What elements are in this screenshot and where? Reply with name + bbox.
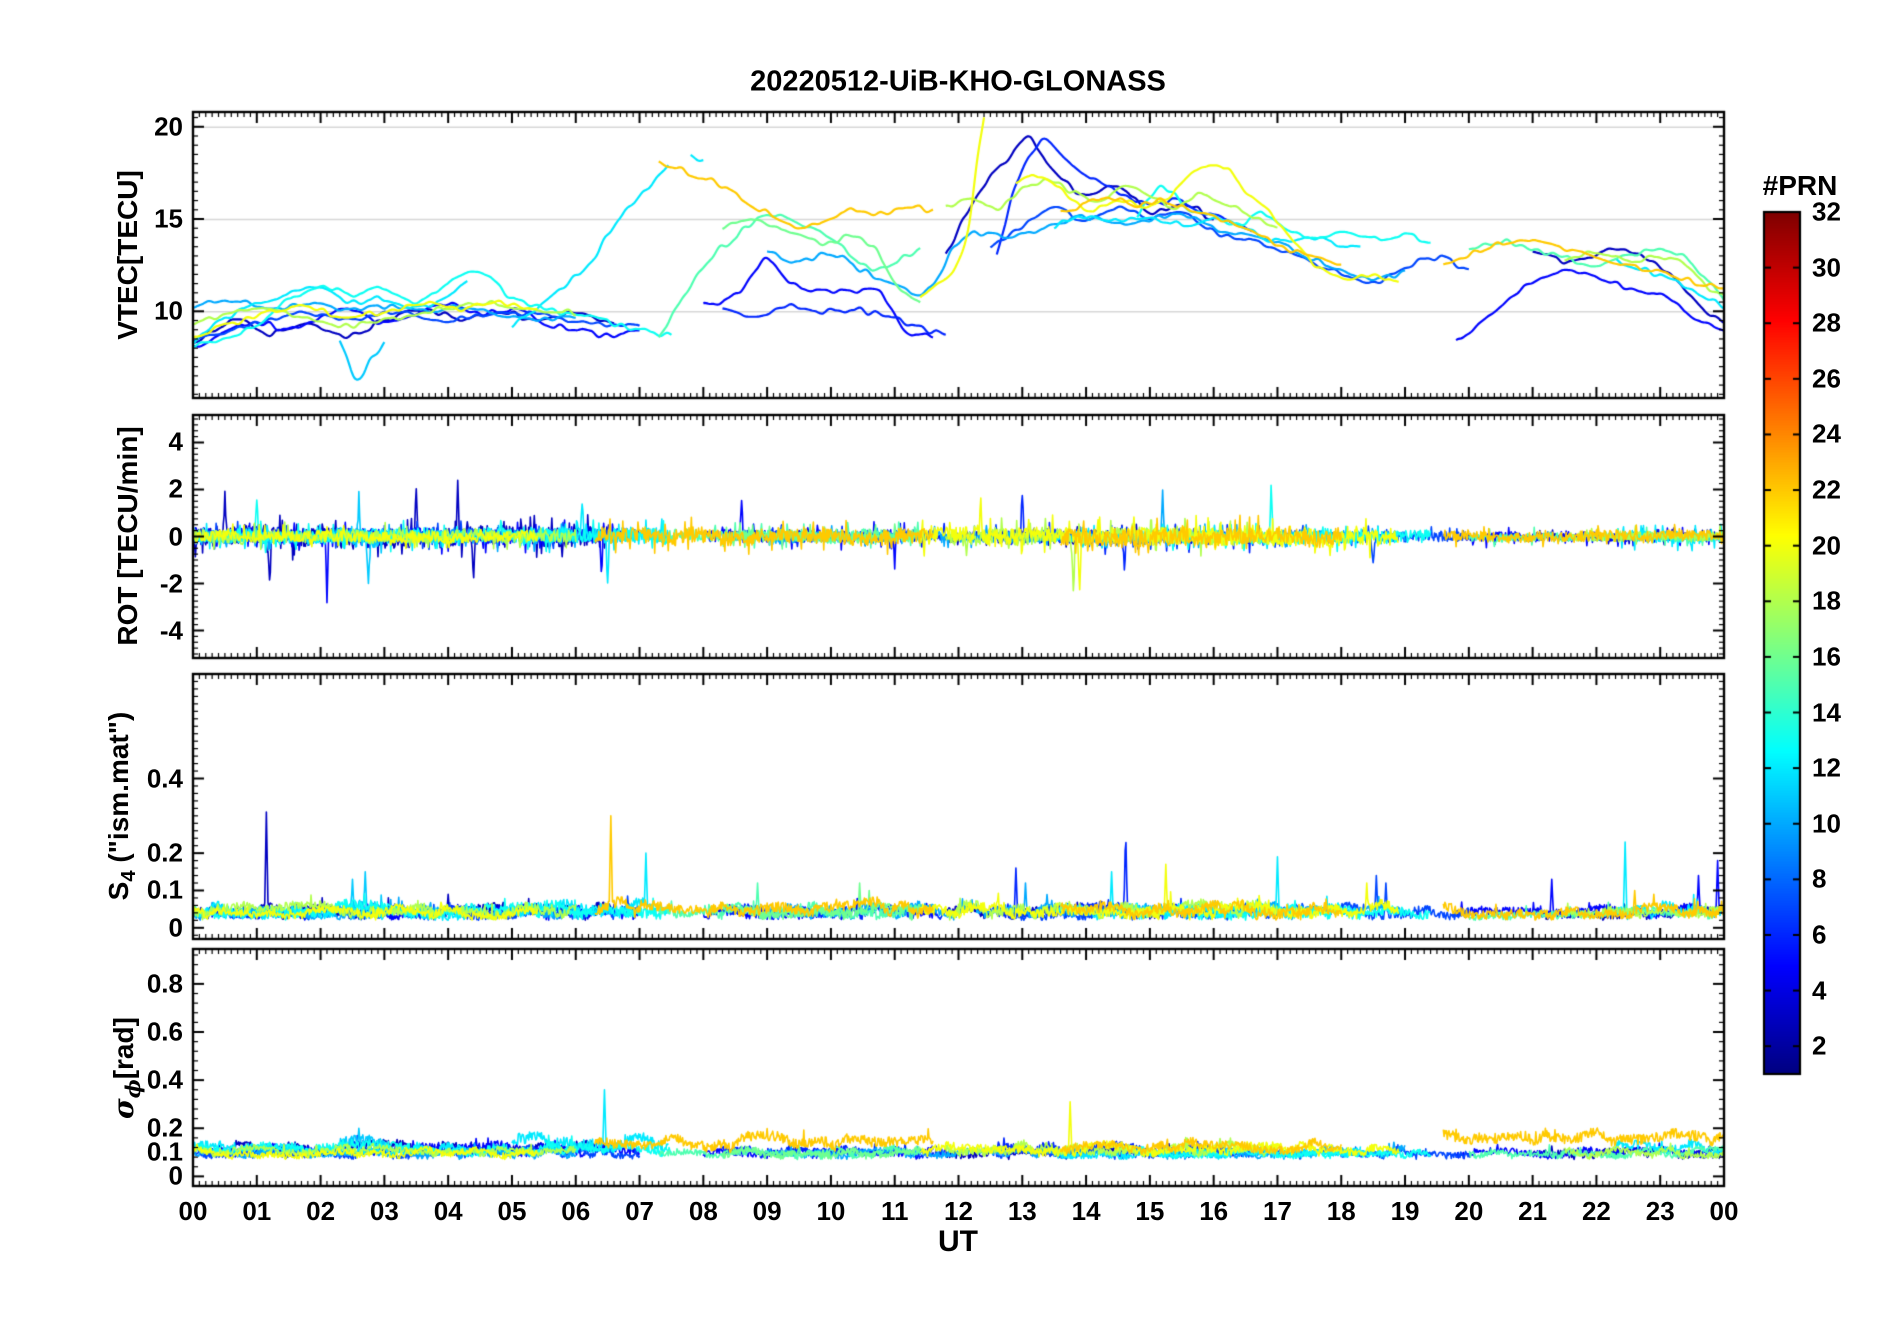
sigma-label-prefix: σ <box>107 1098 141 1119</box>
y-axis-label-sigma-phi: σϕ[rad] <box>107 1017 145 1119</box>
y-tick-label: -2 <box>159 568 183 598</box>
colorbar-tick-label: 10 <box>1812 808 1841 839</box>
x-tick-label: 04 <box>433 1196 463 1226</box>
x-tick-label: 18 <box>1326 1196 1356 1226</box>
x-tick-label: 23 <box>1645 1196 1675 1226</box>
y-tick-label: 20 <box>154 111 183 142</box>
x-axis-label: UT <box>938 1225 978 1258</box>
y-tick-label: -4 <box>159 615 183 645</box>
y-axis-label-s4: S4 ("ism.mat") <box>103 712 141 901</box>
colorbar-tick-label: 30 <box>1812 252 1841 283</box>
x-tick-label: 08 <box>688 1196 718 1226</box>
colorbar-tick-label: 2 <box>1812 1030 1827 1061</box>
x-tick-label: 09 <box>752 1196 782 1226</box>
s4-label-rest: ("ism.mat") <box>103 711 135 871</box>
colorbar-tick-label: 24 <box>1812 418 1841 449</box>
x-tick-label: 14 <box>1071 1196 1101 1226</box>
x-tick-label: 00 <box>1709 1196 1739 1226</box>
x-tick-label: 19 <box>1390 1196 1420 1226</box>
y-tick-label: 0 <box>168 912 183 943</box>
x-tick-label: 21 <box>1518 1196 1548 1226</box>
y-tick-label: 0.8 <box>146 968 183 999</box>
sigma-label-rest: [rad] <box>108 1017 140 1080</box>
y-tick-label: 0.2 <box>146 1112 183 1143</box>
y-tick-label: 0 <box>168 1160 183 1191</box>
colorbar-tick-label: 12 <box>1812 752 1841 783</box>
x-tick-label: 02 <box>306 1196 336 1226</box>
x-tick-label: 20 <box>1454 1196 1484 1226</box>
colorbar-tick-label: 28 <box>1812 307 1841 338</box>
y-tick-label: 0.6 <box>146 1016 183 1047</box>
x-tick-label: 15 <box>1135 1196 1165 1226</box>
x-tick-label: 00 <box>178 1196 208 1226</box>
colorbar-tick-label: 18 <box>1812 585 1841 616</box>
colorbar-tick-label: 6 <box>1812 919 1827 950</box>
y-axis-label-rot: ROT [TECU/min] <box>112 426 144 645</box>
y-tick-label: 15 <box>154 203 183 234</box>
y-tick-label: 0.1 <box>146 1136 183 1167</box>
y-tick-label: 0.1 <box>146 874 183 905</box>
y-tick-label: 2 <box>168 473 183 504</box>
colorbar-tick-label: 4 <box>1812 975 1827 1006</box>
y-axis-label-vtec: VTEC[TECU] <box>112 170 144 340</box>
colorbar-tick-label: 22 <box>1812 474 1841 505</box>
colorbar-tick-label: 14 <box>1812 697 1841 728</box>
x-tick-label: 01 <box>242 1196 272 1226</box>
x-tick-label: 11 <box>880 1196 909 1226</box>
x-tick-label: 13 <box>1007 1196 1037 1226</box>
colorbar-tick-label: 20 <box>1812 530 1841 561</box>
x-tick-label: 05 <box>497 1196 527 1226</box>
x-tick-label: 16 <box>1199 1196 1229 1226</box>
colorbar-tick-label: 26 <box>1812 363 1841 394</box>
x-tick-label: 03 <box>369 1196 399 1226</box>
y-axis-label-vtec-text: VTEC[TECU] <box>112 170 143 340</box>
x-tick-label: 12 <box>944 1196 973 1226</box>
s4-label-sub: 4 <box>117 870 140 882</box>
y-axis-label-rot-text: ROT [TECU/min] <box>112 426 143 646</box>
colorbar-title: #PRN <box>1762 170 1838 201</box>
colorbar-tick-label: 16 <box>1812 641 1841 672</box>
chart-title: 20220512-UiB-KHO-GLONASS <box>750 65 1166 98</box>
x-tick-label: 06 <box>561 1196 591 1226</box>
y-tick-label: 0.2 <box>146 837 183 868</box>
x-tick-label: 17 <box>1262 1196 1292 1226</box>
x-tick-label: 22 <box>1581 1196 1611 1226</box>
y-tick-label: 4 <box>168 426 183 457</box>
y-tick-label: 10 <box>154 295 183 326</box>
x-tick-label: 07 <box>625 1196 654 1226</box>
y-tick-label: 0.4 <box>146 1064 183 1095</box>
y-tick-label: 0 <box>168 521 183 551</box>
colorbar-tick-label: 8 <box>1812 863 1827 894</box>
y-tick-label: 0.4 <box>146 763 183 793</box>
sigma-label-sub: ϕ <box>120 1079 145 1099</box>
x-tick-label: 10 <box>816 1196 846 1226</box>
s4-label-prefix: S <box>103 881 135 901</box>
colorbar-tick-label: 32 <box>1812 196 1841 227</box>
